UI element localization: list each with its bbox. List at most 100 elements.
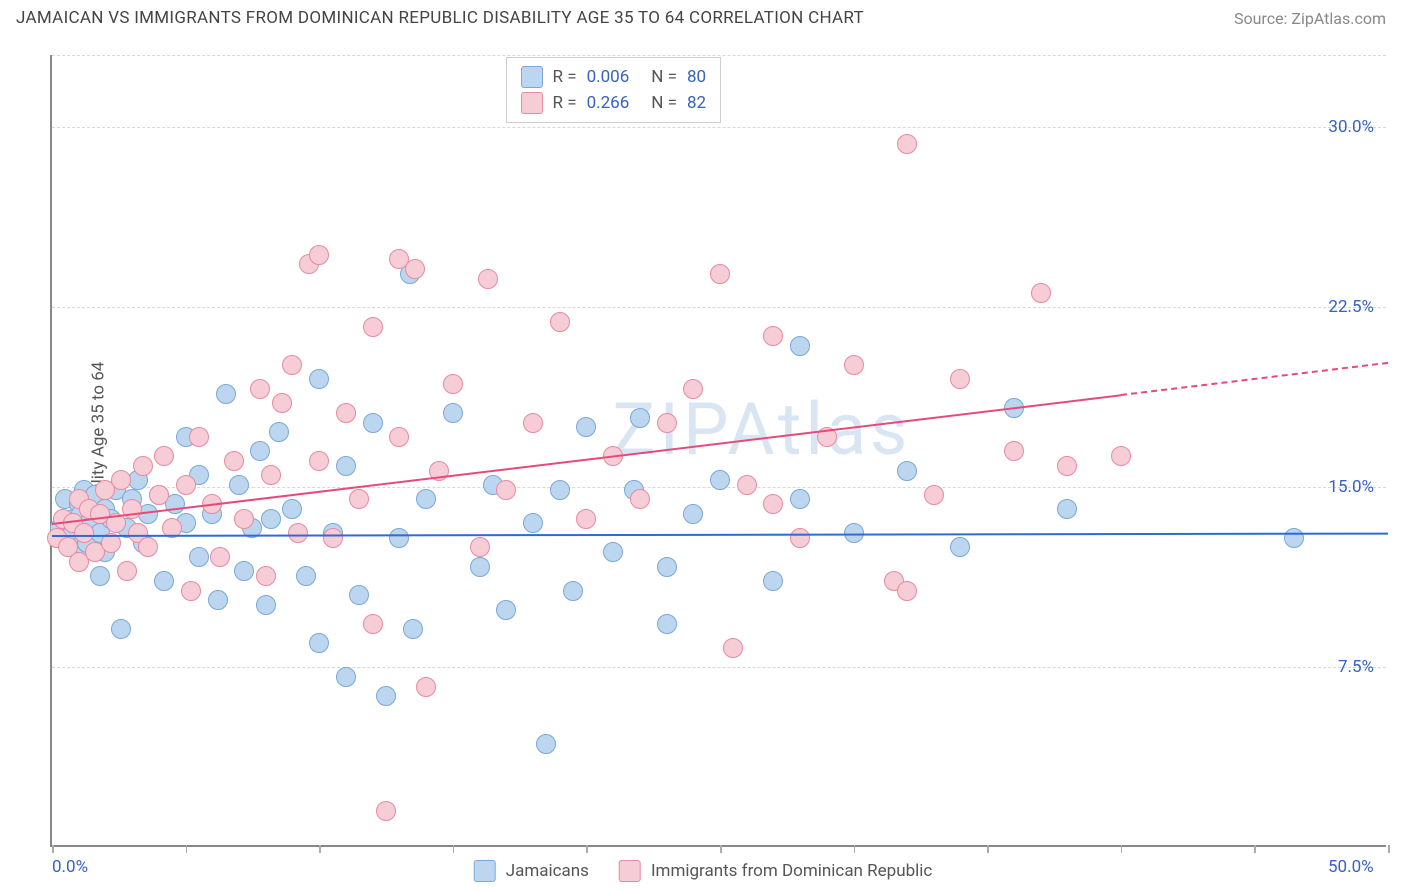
data-point (416, 489, 436, 509)
y-tick-label: 22.5% (1328, 297, 1374, 317)
data-point (256, 595, 276, 615)
title-bar: JAMAICAN VS IMMIGRANTS FROM DOMINICAN RE… (0, 0, 1406, 32)
data-point (282, 499, 302, 519)
data-point (1057, 499, 1077, 519)
data-point (224, 451, 244, 471)
data-point (282, 355, 302, 375)
stat-n-value: 80 (687, 67, 706, 87)
x-tick (854, 845, 856, 853)
data-point (950, 537, 970, 557)
data-point (1004, 441, 1024, 461)
data-point (323, 528, 343, 548)
data-point (261, 509, 281, 529)
data-point (443, 374, 463, 394)
data-point (149, 485, 169, 505)
gridline (52, 307, 1386, 308)
chart-title: JAMAICAN VS IMMIGRANTS FROM DOMINICAN RE… (16, 8, 864, 28)
stat-r-label: R = (553, 67, 577, 87)
x-tick (1121, 845, 1123, 853)
data-point (90, 566, 110, 586)
data-point (496, 600, 516, 620)
data-point (763, 326, 783, 346)
data-point (737, 475, 757, 495)
stat-n-label: N = (651, 67, 677, 87)
data-point (234, 561, 254, 581)
data-point (403, 619, 423, 639)
data-point (74, 523, 94, 543)
data-point (416, 677, 436, 697)
data-point (349, 585, 369, 605)
data-point (790, 336, 810, 356)
data-point (154, 571, 174, 591)
data-point (657, 614, 677, 634)
data-point (523, 413, 543, 433)
stat-r-label: R = (553, 93, 577, 113)
data-point (576, 417, 596, 437)
data-point (710, 264, 730, 284)
data-point (950, 369, 970, 389)
data-point (443, 403, 463, 423)
data-point (844, 355, 864, 375)
source-label: Source: ZipAtlas.com (1234, 9, 1386, 28)
stat-n-value: 82 (687, 93, 706, 113)
data-point (154, 446, 174, 466)
data-point (336, 403, 356, 423)
data-point (309, 633, 329, 653)
data-point (630, 408, 650, 428)
x-tick (52, 845, 54, 853)
data-point (296, 566, 316, 586)
data-point (563, 581, 583, 601)
gridline (52, 127, 1386, 128)
data-point (897, 581, 917, 601)
y-tick-label: 30.0% (1328, 117, 1374, 137)
data-point (630, 489, 650, 509)
data-point (657, 413, 677, 433)
gridline (52, 667, 1386, 668)
data-point (133, 456, 153, 476)
legend-swatch (474, 860, 496, 882)
stats-box: R =0.006N =80R =0.266N =82 (506, 57, 722, 123)
legend-swatch (521, 66, 543, 88)
watermark: ZIPAtlas (612, 387, 911, 472)
data-point (763, 494, 783, 514)
data-point (250, 441, 270, 461)
data-point (496, 480, 516, 500)
data-point (576, 509, 596, 529)
data-point (550, 312, 570, 332)
stats-row: R =0.266N =82 (521, 90, 707, 116)
data-point (208, 590, 228, 610)
data-point (470, 537, 490, 557)
data-point (234, 509, 254, 529)
data-point (138, 537, 158, 557)
x-tick (1388, 845, 1390, 853)
data-point (1111, 446, 1131, 466)
gridline (52, 55, 1386, 56)
data-point (111, 470, 131, 490)
legend-swatch (619, 860, 641, 882)
data-point (229, 475, 249, 495)
data-point (256, 566, 276, 586)
data-point (1031, 283, 1051, 303)
plot-inner: ZIPAtlas 7.5%15.0%22.5%30.0%0.0%50.0%R =… (50, 55, 1386, 847)
data-point (363, 614, 383, 634)
data-point (336, 456, 356, 476)
plot-area: ZIPAtlas 7.5%15.0%22.5%30.0%0.0%50.0%R =… (50, 55, 1386, 847)
data-point (790, 489, 810, 509)
bottom-legend: JamaicansImmigrants from Dominican Repub… (474, 860, 933, 882)
data-point (523, 513, 543, 533)
stat-n-label: N = (651, 93, 677, 113)
data-point (309, 451, 329, 471)
data-point (389, 427, 409, 447)
data-point (897, 134, 917, 154)
x-tick (1254, 845, 1256, 853)
legend-label: Immigrants from Dominican Republic (651, 861, 932, 881)
data-point (363, 413, 383, 433)
data-point (405, 259, 425, 279)
data-point (763, 571, 783, 591)
data-point (897, 461, 917, 481)
data-point (288, 523, 308, 543)
data-point (309, 245, 329, 265)
stats-row: R =0.006N =80 (521, 64, 707, 90)
data-point (683, 379, 703, 399)
data-point (181, 581, 201, 601)
